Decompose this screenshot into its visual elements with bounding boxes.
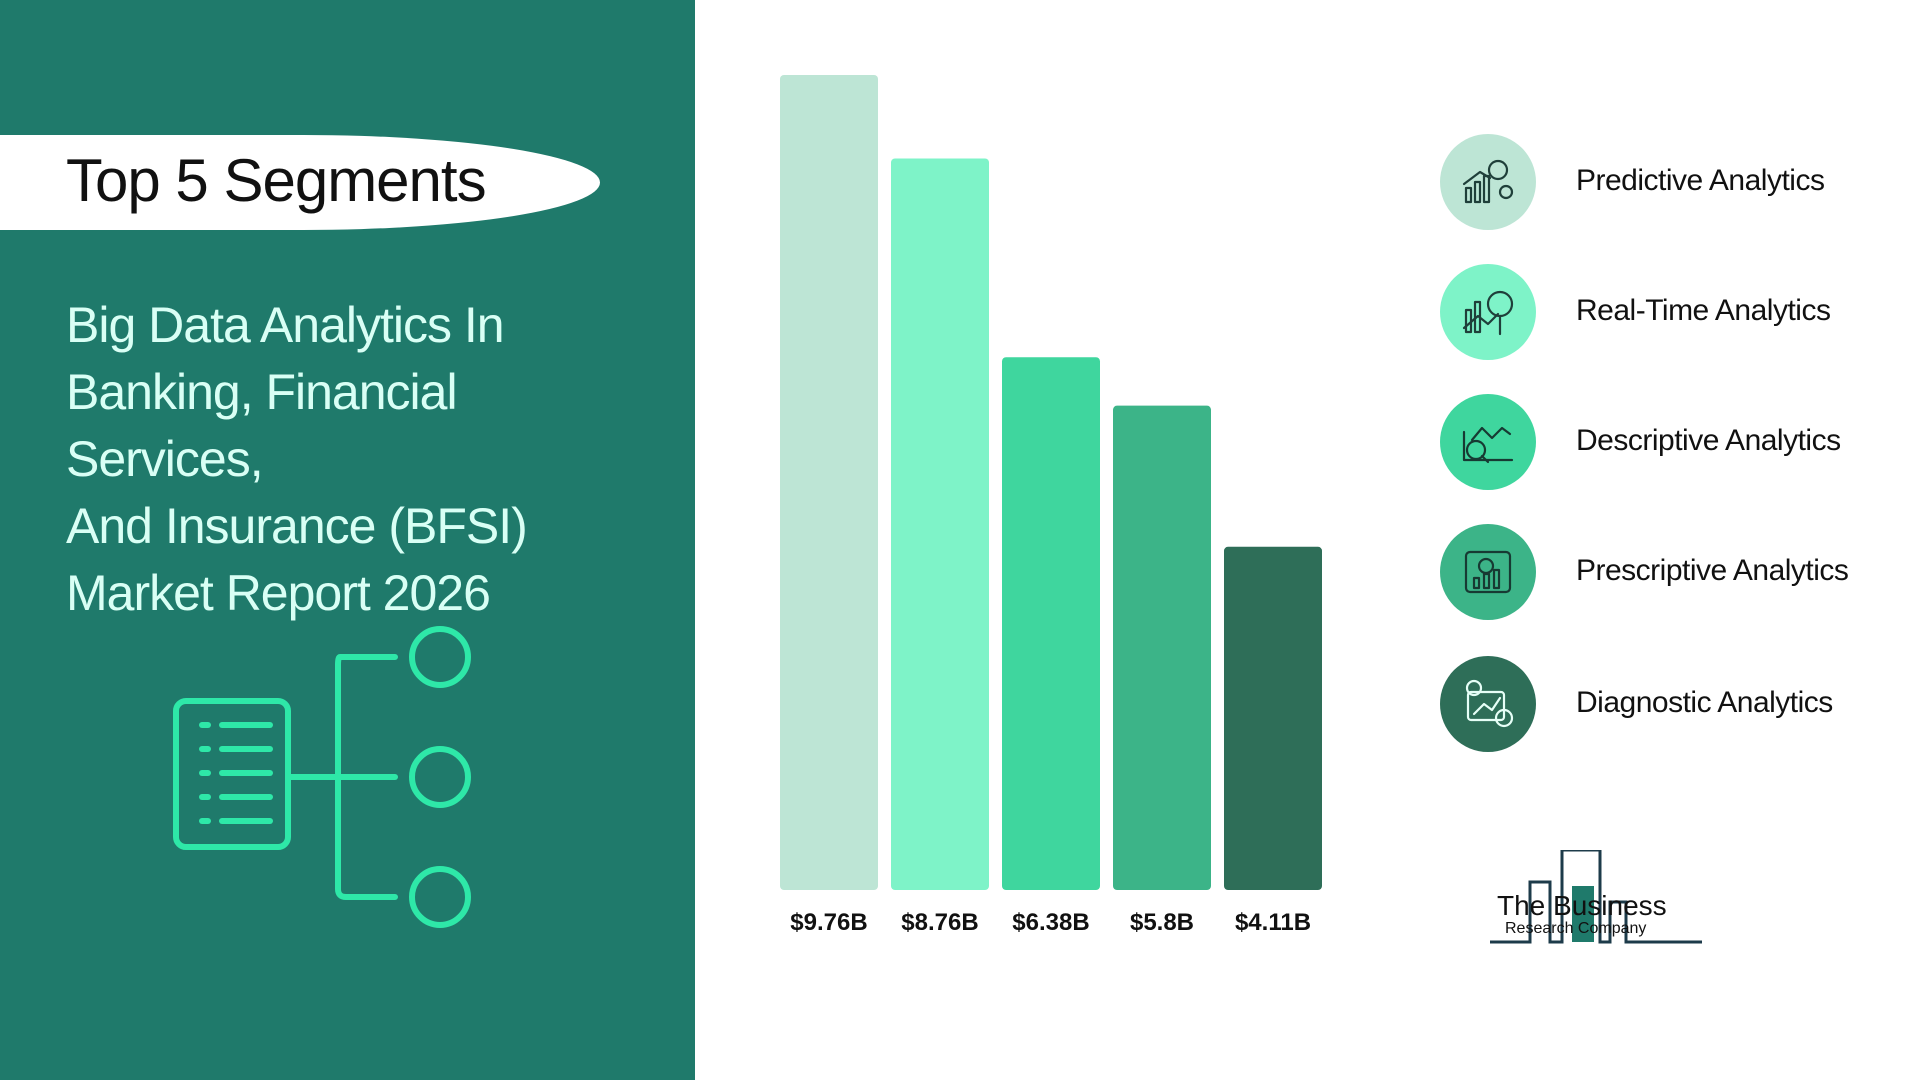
report-title: Big Data Analytics In Banking, Financial… <box>66 292 666 627</box>
prescriptive-analytics-icon <box>1464 550 1512 594</box>
bar-value-label: $5.8B <box>1130 909 1194 936</box>
legend-label: Descriptive Analytics <box>1576 424 1841 457</box>
legend-label: Real-Time Analytics <box>1576 294 1831 327</box>
bar-2 <box>891 158 989 890</box>
company-logo <box>1490 850 1702 944</box>
legend-label: Diagnostic Analytics <box>1576 686 1833 719</box>
real-time-analytics-icon <box>1462 290 1514 336</box>
report-title-line: Market Report 2026 <box>66 565 491 621</box>
logo-text-primary: The Business <box>1497 890 1667 921</box>
bar-chart: $9.76B $8.76B $6.38B $5.8B $4.11B <box>780 75 1322 936</box>
legend-label: Prescriptive Analytics <box>1576 554 1849 587</box>
descriptive-analytics-icon <box>1462 426 1514 464</box>
logo-text-secondary: Research Company <box>1505 920 1647 937</box>
bar-1 <box>780 75 878 890</box>
bar-value-label: $8.76B <box>901 909 978 936</box>
predictive-analytics-icon <box>1462 159 1514 204</box>
legend-swatch <box>1440 524 1536 620</box>
bar-3 <box>1002 357 1100 890</box>
report-title-line: Banking, Financial Services, <box>66 364 458 487</box>
legend-swatch <box>1440 394 1536 490</box>
report-title-line: Big Data Analytics In <box>66 297 505 353</box>
bar-4 <box>1113 405 1211 890</box>
report-title-line: And Insurance (BFSI) <box>66 498 528 554</box>
legend-swatch <box>1440 134 1536 230</box>
legend-swatch <box>1440 656 1536 752</box>
diagnostic-analytics-icon <box>1465 679 1514 728</box>
chart-legend: Predictive Analytics Real-Time Analytics D… <box>1440 0 1920 800</box>
legend-label: Predictive Analytics <box>1576 164 1825 197</box>
segment-tree-icon <box>173 626 471 928</box>
page-title: Top 5 Segments <box>66 147 487 214</box>
bar-value-label: $6.38B <box>1012 909 1089 936</box>
bar-value-label: $4.11B <box>1235 909 1311 936</box>
bar-value-label: $9.76B <box>790 909 867 936</box>
title-pill <box>0 135 600 230</box>
bar-5 <box>1224 546 1322 890</box>
legend-swatch <box>1440 264 1536 360</box>
